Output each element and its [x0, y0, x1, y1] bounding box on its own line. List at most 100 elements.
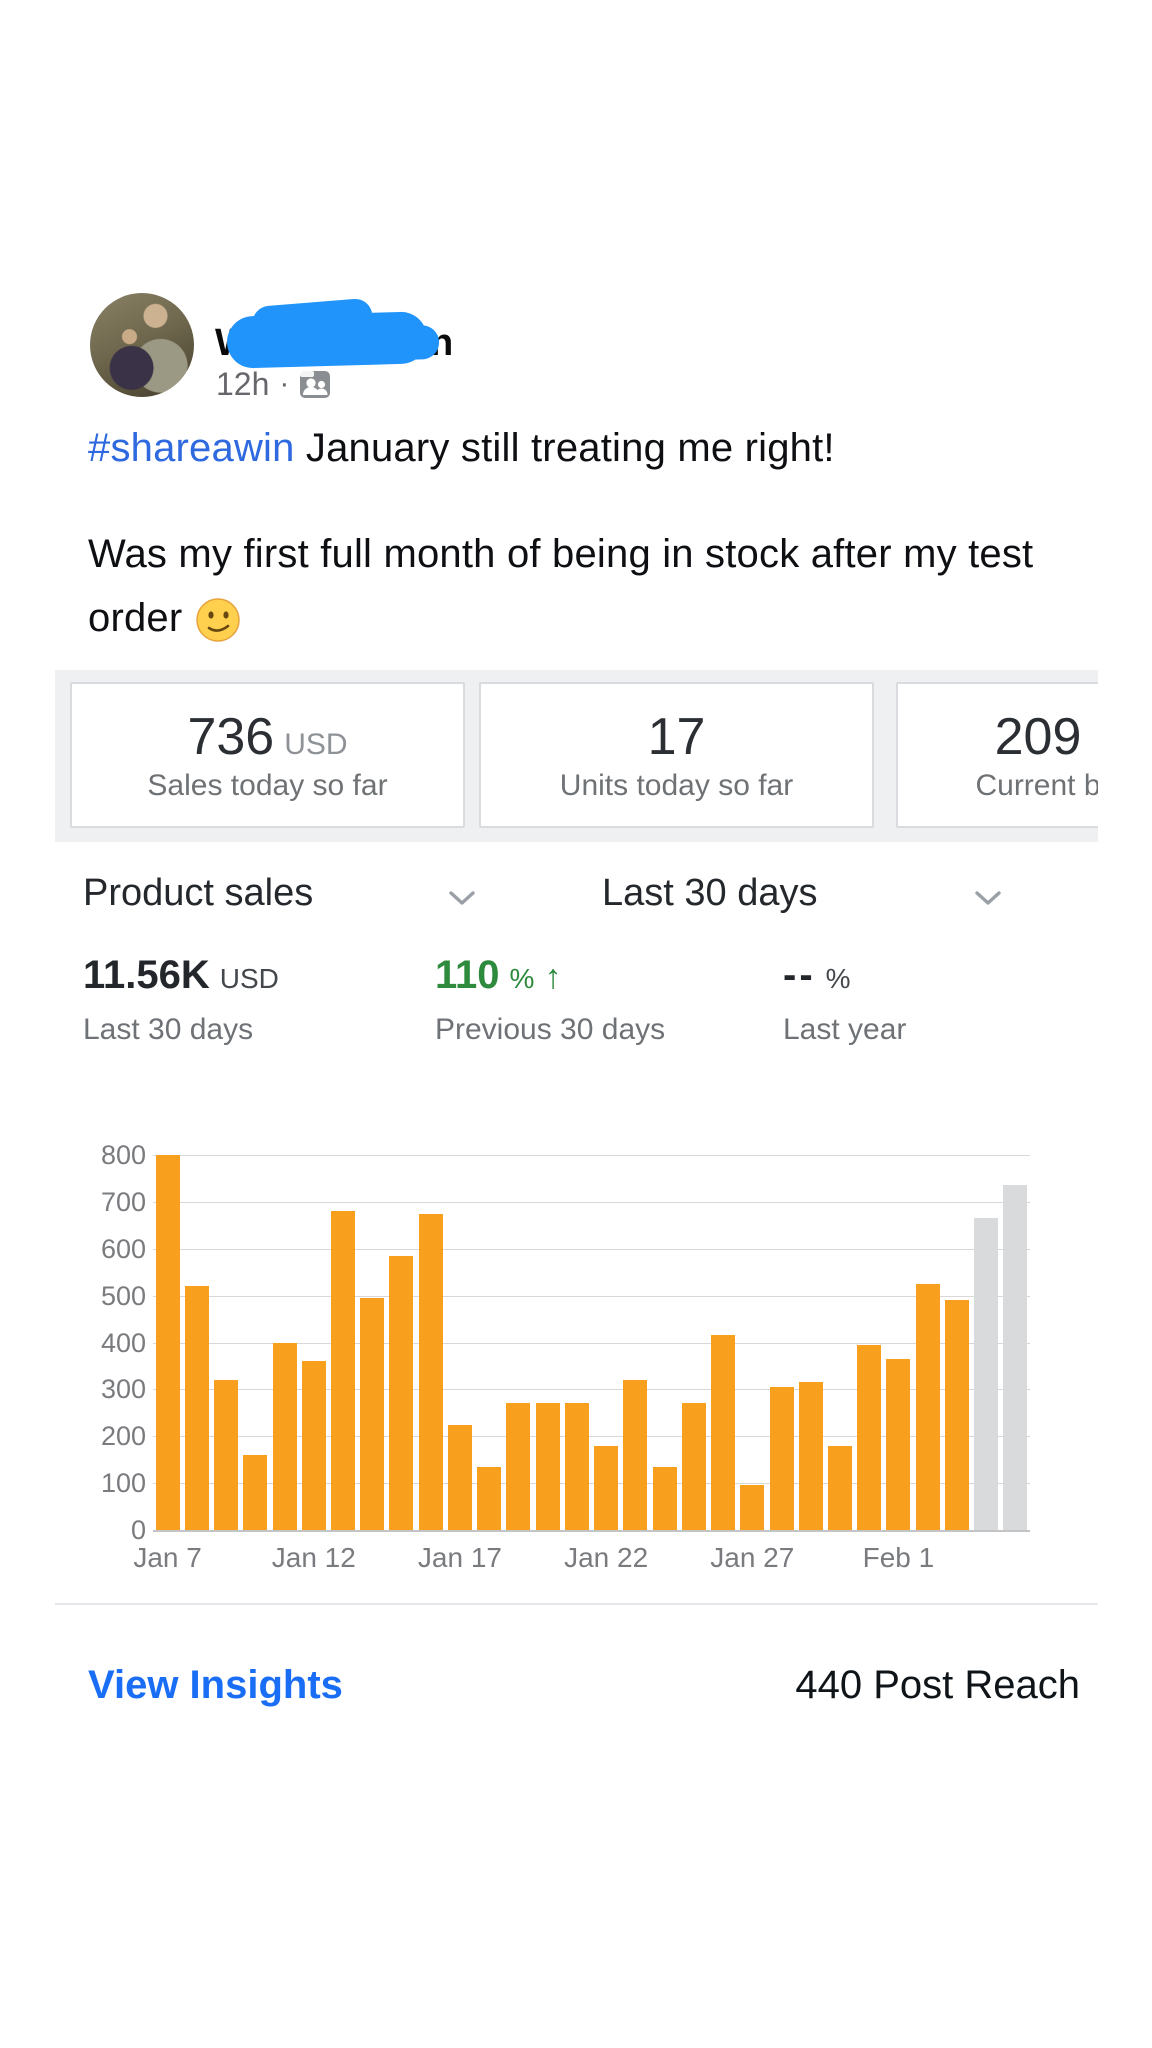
bar-jan-29: [798, 1382, 823, 1530]
bar-jan-8: [184, 1286, 209, 1530]
bar-jan-26: [711, 1335, 736, 1530]
chart-x-axis-labels: Jan 7 Jan 12 Jan 17 Jan 22 Jan 27 Feb 1: [133, 1542, 1030, 1578]
y-axis-tick-label: 700: [100, 1186, 146, 1217]
y-axis-tick-label: 100: [100, 1468, 146, 1499]
gridline: [153, 1201, 1030, 1203]
post-reach-text: 440 Post Reach: [795, 1663, 1080, 1707]
bar-jan-27: [740, 1485, 765, 1530]
stat-card-units-today: 17 Units today so far: [479, 682, 874, 828]
bar-jan-18: [477, 1466, 502, 1530]
y-axis-tick-label: 200: [100, 1421, 146, 1452]
gridline: [153, 1530, 1030, 1532]
avatar[interactable]: [90, 293, 194, 397]
metric-previous-30-days: 110 % ↑: [435, 953, 561, 998]
metric-sublabel: Last year: [783, 1013, 907, 1046]
view-insights-link[interactable]: View Insights: [88, 1663, 343, 1707]
y-axis-tick-label: 0: [130, 1515, 146, 1545]
metric-value: 110: [435, 953, 500, 997]
stat-value: 736: [187, 708, 275, 766]
timestamp[interactable]: 12h: [216, 365, 270, 402]
range-selector: Last 30 days: [602, 872, 818, 914]
y-axis-tick-label: 300: [100, 1374, 146, 1405]
bar-jan-16: [418, 1213, 443, 1530]
bar-jan-9: [214, 1380, 239, 1530]
author-name[interactable]: W n: [215, 311, 635, 370]
up-arrow-icon: ↑: [544, 958, 562, 996]
x-axis-tick-label: Jan 7: [133, 1542, 202, 1573]
metric-value: --: [783, 953, 816, 997]
post-text-line-1-rest: January still treating me right!: [294, 426, 835, 470]
bar-jan-15: [389, 1255, 414, 1530]
metric-sublabel: Previous 30 days: [435, 1013, 666, 1046]
metric-last-year: -- %: [783, 953, 851, 998]
bar-feb-4: [974, 1218, 999, 1530]
bar-jan-7: [155, 1155, 180, 1530]
bar-jan-25: [681, 1403, 706, 1530]
y-axis-tick-label: 600: [100, 1233, 146, 1264]
x-axis-tick-label: Jan 12: [271, 1542, 356, 1573]
chart-plot: [153, 1155, 1030, 1532]
hashtag-link[interactable]: #shareawin: [88, 426, 295, 470]
x-axis-tick-label: Jan 22: [564, 1542, 649, 1573]
attachment-dashboard-screenshot[interactable]: 736 USD Sales today so far 17 Units toda…: [55, 670, 1098, 1611]
bar-feb-5: [1003, 1185, 1028, 1530]
bar-feb-1: [886, 1358, 911, 1530]
gridline: [153, 1436, 1030, 1438]
metric-last-30-days: 11.56K USD: [83, 953, 279, 998]
bar-jan-17: [447, 1424, 472, 1530]
stat-card-current-balance-cut: 209 Current b: [896, 682, 1098, 828]
bar-jan-28: [769, 1387, 794, 1530]
metric-selector: Product sales: [83, 872, 314, 914]
bar-jan-23: [623, 1380, 648, 1530]
metric-unit: USD: [219, 963, 279, 994]
stat-label: Units today so far: [559, 769, 794, 802]
post-text-line-3-word: order: [88, 595, 183, 640]
gridline: [153, 1389, 1030, 1391]
stat-value: 17: [647, 708, 706, 766]
y-axis-tick-label: 800: [100, 1140, 146, 1170]
bar-jan-31: [857, 1344, 882, 1530]
x-axis-tick-label: Feb 1: [862, 1542, 935, 1573]
metric-value: 11.56K: [83, 953, 210, 997]
stat-label: Current b: [975, 769, 1098, 802]
bar-feb-2: [915, 1283, 940, 1530]
gridline: [153, 1155, 1030, 1156]
chevron-down-icon: [973, 888, 1003, 908]
bar-jan-22: [594, 1445, 619, 1530]
y-axis-tick-label: 400: [100, 1327, 146, 1358]
bar-jan-24: [652, 1466, 677, 1530]
attachment-bottom-divider: [55, 1603, 1098, 1605]
bar-jan-14: [360, 1297, 385, 1530]
metric-unit: %: [825, 963, 851, 994]
post-text-line-3: order: [88, 594, 241, 642]
bar-jan-21: [564, 1403, 589, 1530]
post-text-line-1: #shareawin January still treating me rig…: [88, 426, 835, 471]
bar-jan-30: [827, 1445, 852, 1530]
stat-unit: USD: [284, 728, 348, 761]
y-axis-tick-label: 500: [100, 1280, 146, 1311]
bar-jan-13: [331, 1211, 356, 1530]
post-text-line-2: Was my first full month of being in stoc…: [88, 532, 1034, 576]
gridline: [153, 1295, 1030, 1297]
bar-jan-19: [506, 1403, 531, 1530]
stat-label: Sales today so far: [147, 769, 388, 802]
redaction-scribble: [226, 311, 428, 369]
metric-unit: %: [509, 963, 535, 994]
x-axis-tick-label: Jan 27: [710, 1542, 795, 1573]
meta-dot: ·: [279, 367, 290, 400]
gridline: [153, 1483, 1030, 1485]
post-meta: 12h ·: [216, 364, 331, 404]
stat-card-sales-today: 736 USD Sales today so far: [70, 682, 465, 828]
smirk-emoji-icon: [196, 598, 241, 642]
metrics-row: 11.56K USD 110 % ↑ -- %: [55, 953, 1098, 1005]
chart-y-axis-labels: 0 100 200 300 400 500 600 700 800: [55, 1140, 146, 1545]
chart-selectors: Product sales Last 30 days: [55, 872, 1098, 922]
bar-feb-3: [944, 1300, 969, 1530]
metric-sublabel: Last 30 days: [83, 1013, 254, 1046]
gridline: [153, 1342, 1030, 1344]
bar-jan-11: [272, 1342, 297, 1530]
bar-jan-20: [535, 1403, 560, 1530]
friends-icon: [299, 368, 331, 400]
x-axis-tick-label: Jan 17: [417, 1542, 502, 1573]
stat-value: 209: [994, 708, 1082, 766]
